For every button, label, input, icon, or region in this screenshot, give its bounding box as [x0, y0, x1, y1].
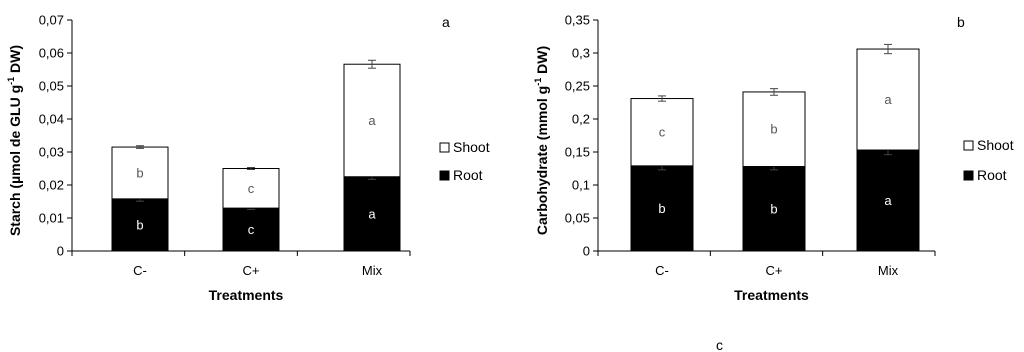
y-tick-label: 0,25 [565, 79, 590, 94]
legend-label-shoot: Shoot [453, 139, 490, 155]
bar-root-2 [343, 176, 401, 252]
significance-letter: a [368, 206, 376, 221]
panel-label-c: c [716, 337, 723, 352]
significance-letter: a [884, 193, 892, 208]
y-tick-label: 0,03 [39, 145, 64, 160]
significance-letter: c [659, 125, 666, 140]
y-tick-label: 0 [583, 244, 590, 259]
chart-panel-a: 0 0,01 0,02 0,03 0,04 0,05 0,06 0,07 b b C-c c C+ a a M… [6, 13, 490, 304]
x-tick-label: C- [655, 263, 669, 278]
y-tick-label: 0,1 [572, 178, 590, 193]
y-axis-title-part: DW) [7, 45, 23, 77]
chart-panel-b: 0 0,05 0,1 0,15 0,2 0,25 0,3 0,35 b c C-b b C+ a a Mix T… [533, 13, 1014, 304]
y-tick-label: 0,15 [565, 145, 590, 160]
error-bar [658, 95, 666, 102]
y-axis-title-superscript: -1 [533, 78, 543, 86]
bar-root-0 [630, 165, 694, 252]
legend-swatch-shoot [439, 142, 450, 153]
legend-label-shoot: Shoot [977, 137, 1014, 153]
error-bar [247, 167, 255, 170]
legend-label-root: Root [453, 167, 483, 183]
error-bar [884, 43, 892, 55]
y-tick-label: 0,07 [39, 13, 64, 28]
bar-shoot-0 [111, 146, 169, 200]
panel-label: a [442, 14, 450, 30]
error-bar [136, 145, 144, 149]
bar-root-0 [111, 198, 169, 252]
significance-letter: b [770, 122, 777, 137]
x-tick-label: C+ [766, 263, 783, 278]
bar-shoot-0 [630, 98, 694, 167]
significance-letter: b [658, 201, 665, 216]
y-axis-title-part: DW) [534, 46, 550, 78]
legend-swatch-root [963, 170, 974, 181]
significance-letter: c [248, 222, 255, 237]
y-tick-label: 0,04 [39, 112, 64, 127]
x-tick-label: C- [133, 263, 147, 278]
x-tick-label: Mix [362, 263, 383, 278]
significance-letter: c [248, 181, 255, 196]
significance-letter: b [770, 201, 777, 216]
legend: Shoot Root [963, 137, 1014, 183]
bar-shoot-1 [222, 168, 280, 209]
y-tick-label: 0,05 [39, 79, 64, 94]
y-axis-title: Carbohydrate (mmol g-1 DW) [533, 46, 550, 235]
x-tick-label: C+ [243, 263, 260, 278]
panel-label: b [957, 14, 965, 30]
error-bar [770, 88, 778, 96]
y-axis-title-part: Starch (µmol de GLU g [7, 85, 23, 236]
significance-letter: a [884, 92, 892, 107]
y-tick-label: 0,05 [565, 211, 590, 226]
y-axis-title: Starch (µmol de GLU g-1 DW) [6, 45, 23, 236]
x-axis-title: Treatments [209, 287, 284, 303]
error-bar [368, 59, 376, 69]
bar-root-1 [222, 207, 280, 252]
legend: Shoot Root [439, 139, 490, 183]
bar-shoot-2 [856, 48, 920, 151]
legend-label-root: Root [977, 167, 1007, 183]
y-axis-title-part: Carbohydrate (mmol g [534, 86, 550, 235]
bar-root-1 [742, 166, 806, 252]
y-axis-title-superscript: -1 [6, 77, 16, 85]
bar-root-2 [856, 149, 920, 252]
y-tick-label: 0,2 [572, 112, 590, 127]
x-tick-label: Mix [878, 263, 899, 278]
y-tick-label: 0 [57, 244, 64, 259]
significance-letter: b [136, 165, 143, 180]
y-tick-label: 0,35 [565, 13, 590, 28]
y-tick-label: 0,3 [572, 46, 590, 61]
bar-shoot-1 [742, 91, 806, 168]
significance-letter: a [368, 113, 376, 128]
bar-shoot-2 [343, 63, 401, 178]
y-tick-label: 0,06 [39, 46, 64, 61]
legend-swatch-root [439, 170, 450, 181]
legend-swatch-shoot [963, 140, 974, 151]
y-tick-label: 0,01 [39, 211, 64, 226]
y-tick-label: 0,02 [39, 178, 64, 193]
significance-letter: b [136, 217, 143, 232]
x-axis-title: Treatments [734, 287, 809, 303]
